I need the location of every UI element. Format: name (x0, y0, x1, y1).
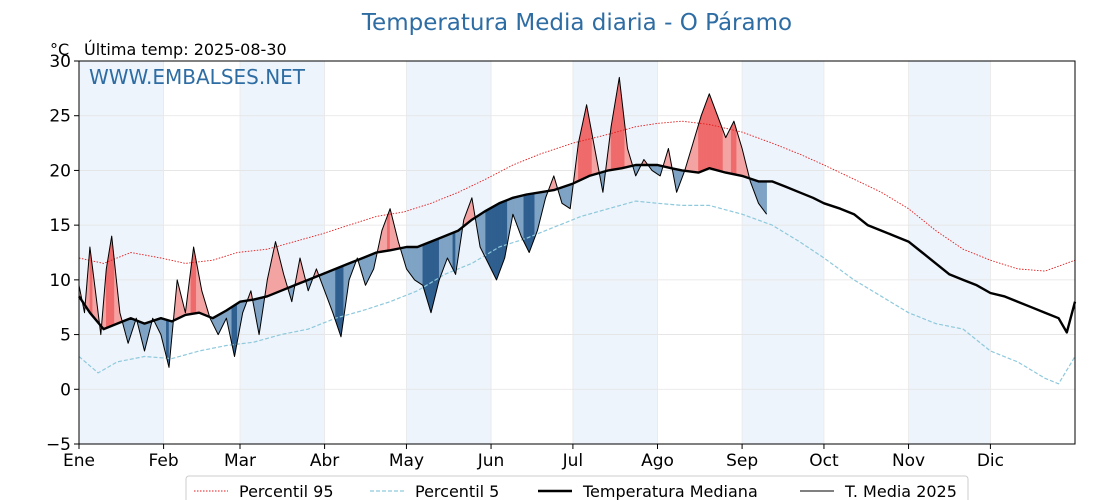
x-tick-label: Dic (977, 451, 1004, 471)
y-tick-label: 0 (60, 380, 71, 400)
anomaly-fill (717, 115, 721, 172)
chart-title: Temperatura Media diaria - O Páramo (361, 10, 792, 36)
anomaly-fill (520, 194, 525, 242)
anomaly-fill (725, 132, 729, 174)
legend-box (185, 475, 969, 500)
anomaly-fill (567, 184, 571, 210)
x-tick-label: Jun (477, 451, 505, 471)
y-tick-label: 5 (60, 326, 71, 346)
month-bands (79, 61, 991, 444)
anomaly-fill (730, 121, 735, 175)
legend-label-p5: Percentil 5 (415, 482, 499, 500)
x-axis: Ene Feb Mar Abr May Jun Jul Ago Sep Oct Nov Dic (63, 444, 1004, 471)
anomaly-fill (479, 212, 484, 253)
x-tick-label: Ago (641, 451, 674, 471)
x-tick-label: Feb (149, 451, 179, 471)
anomaly-fill (564, 185, 568, 208)
anomaly-fill (419, 244, 424, 286)
anomaly-fill (711, 101, 716, 171)
x-tick-label: May (389, 451, 424, 471)
anomaly-fill (706, 93, 710, 170)
anomaly-fill (703, 101, 707, 171)
anomaly-fill (531, 192, 535, 246)
unit-label: °C (50, 40, 69, 59)
anomaly-fill (528, 193, 533, 253)
anomaly-fill (411, 246, 415, 281)
anomaly-fill (700, 108, 705, 172)
legend-label-current: T. Media 2025 (844, 482, 957, 500)
y-tick-label: 10 (49, 271, 71, 291)
series-lines (78, 76, 1077, 385)
month-band (79, 61, 164, 444)
y-tick-label: 25 (49, 107, 71, 127)
anomaly-fill (414, 246, 418, 283)
month-band (742, 61, 824, 444)
legend-label-median: Temperatura Mediana (582, 482, 758, 500)
anomaly-fill (408, 246, 413, 277)
anomaly-fill (709, 93, 713, 170)
plot-frame (78, 60, 1076, 445)
y-tick-label: 30 (49, 52, 71, 72)
y-tick-label: 15 (49, 216, 71, 236)
anomaly-fill (760, 181, 765, 212)
x-tick-label: Jul (562, 451, 584, 471)
x-tick-label: Oct (809, 451, 839, 471)
x-tick-label: Nov (892, 451, 925, 471)
y-tick-label: 20 (49, 161, 71, 181)
x-tick-label: Sep (726, 451, 758, 471)
anomaly-fill (498, 201, 503, 273)
anomaly-fill (526, 193, 530, 253)
anomaly-fill (561, 186, 565, 206)
anomaly-fill (493, 204, 497, 280)
anomaly-fill (490, 205, 495, 275)
last-temp-label: Última temp: 2025-08-30 (84, 40, 287, 59)
series-line-p95 (78, 120, 1076, 272)
anomaly-fill (428, 241, 432, 313)
y-tick-label: −5 (46, 435, 71, 455)
anomaly-fill (452, 231, 456, 275)
x-tick-label: Ene (63, 451, 95, 471)
anomaly-fill (337, 266, 342, 337)
anomaly-fill (763, 181, 767, 215)
anomaly-fill (335, 267, 339, 329)
anomaly-fill (501, 200, 505, 266)
watermark-text: WWW.EMBALSES.NET (89, 65, 306, 89)
anomaly-fill (488, 207, 492, 270)
anomaly-fill (496, 202, 500, 280)
x-tick-label: Abr (310, 451, 339, 471)
series-line-current (78, 76, 768, 368)
anomaly-fill (417, 245, 421, 284)
x-tick-label: Mar (224, 451, 256, 471)
anomaly-fill (728, 126, 732, 175)
legend: Percentil 95 Percentil 5 Temperatura Media… (185, 475, 969, 500)
anomaly-fill (482, 210, 486, 259)
month-band (239, 61, 325, 444)
y-axis: −5 0 5 10 15 20 25 30 (46, 52, 79, 455)
legend-label-p95: Percentil 95 (239, 482, 334, 500)
anomaly-fill (714, 108, 718, 171)
